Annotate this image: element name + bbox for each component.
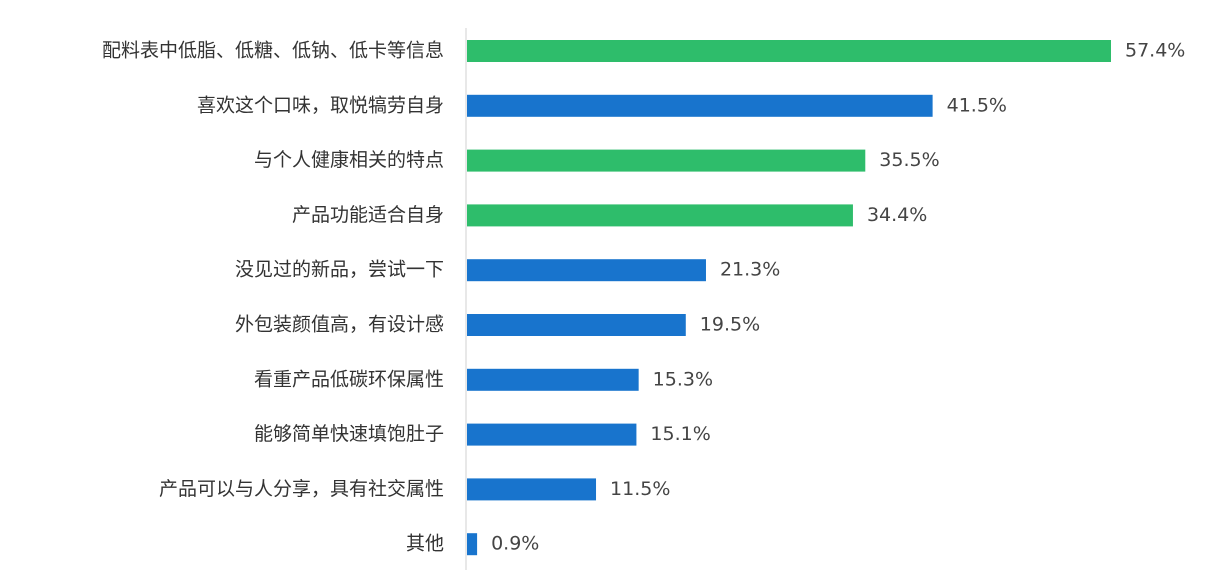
bar [467, 478, 597, 501]
category-label: 看重产品低碳环保属性 [254, 368, 444, 390]
bar [467, 368, 639, 391]
bar-row: 能够简单快速填饱肚子 15.1% [254, 423, 711, 446]
category-label: 喜欢这个口味，取悦犒劳自身 [197, 94, 444, 116]
value-label: 35.5% [879, 149, 939, 171]
category-label: 产品可以与人分享，具有社交属性 [159, 478, 444, 500]
category-label: 配料表中低脂、低糖、低钠、低卡等信息 [102, 40, 444, 62]
bar [467, 40, 1111, 62]
bar-row: 看重产品低碳环保属性 15.3% [254, 368, 713, 391]
bar-row: 产品可以与人分享，具有社交属性 11.5% [159, 478, 670, 501]
category-label: 外包装颜值高，有设计感 [235, 314, 444, 336]
category-label: 能够简单快速填饱肚子 [254, 423, 444, 445]
bar-row: 没见过的新品，尝试一下 21.3% [235, 259, 780, 282]
value-label: 19.5% [700, 314, 760, 336]
value-label: 34.4% [867, 204, 927, 226]
bars-layer: 配料表中低脂、低糖、低钠、低卡等信息 57.4% 喜欢这个口味，取悦犒劳自身 41.5… [102, 40, 1185, 556]
bar-row: 与个人健康相关的特点 35.5% [254, 149, 940, 172]
value-label: 21.3% [720, 259, 780, 281]
value-label: 0.9% [491, 533, 539, 555]
value-label: 41.5% [947, 94, 1007, 116]
bar-row: 喜欢这个口味，取悦犒劳自身 41.5% [197, 94, 1007, 117]
bar [467, 94, 933, 117]
bar [467, 149, 866, 172]
category-label: 没见过的新品，尝试一下 [235, 259, 444, 281]
bar [467, 314, 686, 336]
bar [467, 259, 706, 282]
bar [467, 533, 478, 556]
bar-row: 外包装颜值高，有设计感 19.5% [235, 314, 760, 336]
bar-row: 其他 0.9% [406, 533, 539, 556]
bar-row: 配料表中低脂、低糖、低钠、低卡等信息 57.4% [102, 40, 1185, 62]
bar [467, 423, 637, 446]
category-label: 与个人健康相关的特点 [254, 149, 444, 171]
value-label: 57.4% [1125, 40, 1185, 62]
category-label: 其他 [406, 533, 444, 555]
category-label: 产品功能适合自身 [292, 204, 444, 226]
bar [467, 204, 853, 227]
value-label: 11.5% [610, 478, 670, 500]
value-label: 15.3% [653, 368, 713, 390]
value-label: 15.1% [650, 423, 710, 445]
bar-row: 产品功能适合自身 34.4% [292, 204, 927, 227]
